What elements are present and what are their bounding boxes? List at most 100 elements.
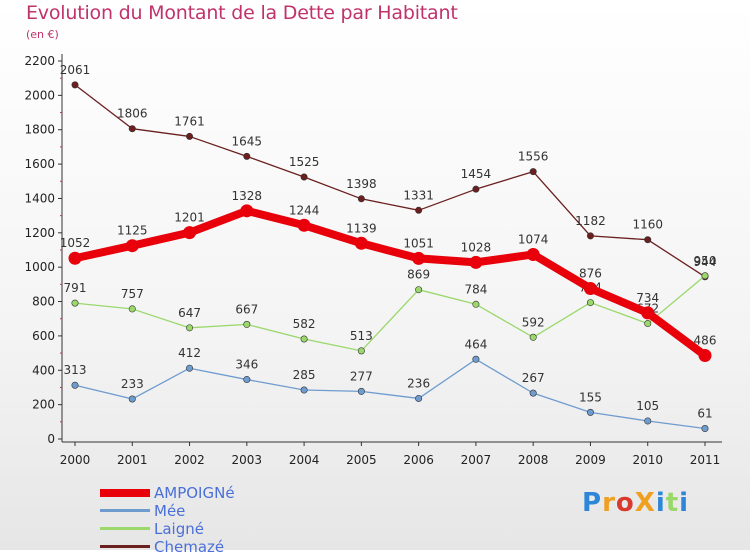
x-tick-label: 2011 xyxy=(690,453,721,467)
y-tick-label: 0 xyxy=(47,432,55,446)
data-label: 1182 xyxy=(575,214,606,228)
data-point xyxy=(186,324,194,332)
data-label: 285 xyxy=(293,368,316,382)
data-point xyxy=(297,218,311,232)
data-label: 313 xyxy=(64,363,87,377)
data-point xyxy=(71,299,79,307)
data-label: 592 xyxy=(522,315,545,329)
y-tick-label: 2200 xyxy=(24,54,55,68)
data-point xyxy=(128,305,136,313)
legend-label: Chemazé xyxy=(154,538,225,556)
data-label: 61 xyxy=(697,407,712,421)
data-point xyxy=(644,320,652,328)
data-label: 1398 xyxy=(346,177,377,191)
data-point xyxy=(186,132,194,140)
x-tick-label: 2003 xyxy=(232,453,263,467)
data-point xyxy=(300,386,308,394)
data-point xyxy=(586,232,594,240)
data-point xyxy=(128,125,136,133)
series-line xyxy=(74,275,706,352)
y-tick-label: 1000 xyxy=(24,260,55,274)
data-label: 513 xyxy=(350,329,373,343)
data-label: 1244 xyxy=(289,203,320,217)
data-point xyxy=(412,251,426,265)
data-label: 1454 xyxy=(461,167,492,181)
data-label: 1201 xyxy=(174,211,205,225)
y-tick-label: 1400 xyxy=(24,191,55,205)
logo-letter: r xyxy=(602,488,616,518)
data-label: 876 xyxy=(579,266,602,280)
data-label: 412 xyxy=(178,346,201,360)
data-label: 1525 xyxy=(289,155,320,169)
data-point xyxy=(644,417,652,425)
data-point xyxy=(469,255,483,269)
data-point xyxy=(415,394,423,402)
data-point xyxy=(529,168,537,176)
data-point xyxy=(300,335,308,343)
data-point xyxy=(698,348,712,362)
data-label: 236 xyxy=(407,376,430,390)
y-tick-label: 1800 xyxy=(24,123,55,137)
data-point xyxy=(583,281,597,295)
data-label: 869 xyxy=(407,268,430,282)
data-label: 464 xyxy=(464,337,487,351)
data-label: 1139 xyxy=(346,221,377,235)
chart-unit: (en €) xyxy=(26,28,59,41)
data-point xyxy=(357,195,365,203)
legend-swatch xyxy=(100,527,150,530)
x-tick-label: 2005 xyxy=(346,453,377,467)
data-point xyxy=(125,239,139,253)
data-point xyxy=(354,236,368,250)
y-tick-label: 200 xyxy=(32,398,55,412)
data-label: 734 xyxy=(636,291,659,305)
data-point xyxy=(472,185,480,193)
data-label: 1806 xyxy=(117,107,148,121)
data-label: 1331 xyxy=(403,188,434,202)
data-point xyxy=(586,299,594,307)
data-point xyxy=(701,425,709,433)
data-point xyxy=(529,389,537,397)
data-label: 1051 xyxy=(403,236,434,250)
data-label: 267 xyxy=(522,371,545,385)
x-tick-label: 2007 xyxy=(461,453,492,467)
data-point xyxy=(71,381,79,389)
data-point xyxy=(300,173,308,181)
data-label: 233 xyxy=(121,377,144,391)
data-label: 647 xyxy=(178,306,201,320)
data-label: 2061 xyxy=(60,63,91,77)
data-label: 155 xyxy=(579,390,602,404)
logo-letter: X xyxy=(634,488,656,518)
data-point xyxy=(243,320,251,328)
data-point xyxy=(68,251,82,265)
series-line xyxy=(74,84,706,278)
data-label: 1761 xyxy=(174,114,205,128)
data-label: 1125 xyxy=(117,224,148,238)
data-point xyxy=(186,364,194,372)
y-tick-label: 400 xyxy=(32,363,55,377)
data-label: 1556 xyxy=(518,150,549,164)
logo-letter: t xyxy=(665,488,680,518)
logo-letter: i xyxy=(655,488,666,518)
data-label: 582 xyxy=(293,317,316,331)
data-label: 1645 xyxy=(232,134,263,148)
data-point xyxy=(472,355,480,363)
logo-letter: o xyxy=(615,488,635,518)
legend-swatch xyxy=(100,489,150,497)
data-label: 757 xyxy=(121,287,144,301)
y-tick-label: 1600 xyxy=(24,157,55,171)
data-point xyxy=(243,376,251,384)
data-point xyxy=(529,333,537,341)
data-label: 1160 xyxy=(632,218,663,232)
data-point xyxy=(701,272,709,280)
data-point xyxy=(357,387,365,395)
proxiti-logo: ProXiti xyxy=(582,488,689,518)
data-point xyxy=(183,226,197,240)
data-label: 1328 xyxy=(232,189,263,203)
data-point xyxy=(71,81,79,89)
logo-letter: P xyxy=(582,488,603,518)
x-tick-label: 2008 xyxy=(518,453,549,467)
data-label: 486 xyxy=(694,333,717,347)
data-point xyxy=(415,206,423,214)
